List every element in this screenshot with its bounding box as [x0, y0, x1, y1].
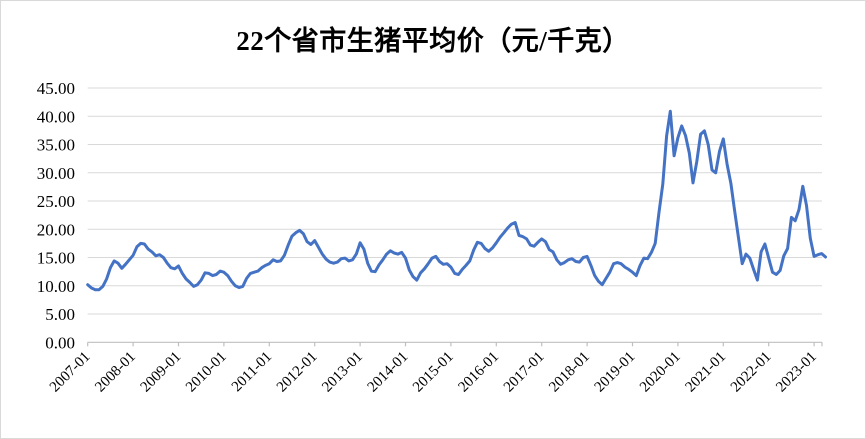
x-tick-label: 2021-01	[682, 349, 729, 396]
x-tick-label: 2007-01	[47, 349, 94, 396]
y-tick-label: 15.00	[37, 249, 75, 268]
x-tick-label: 2010-01	[183, 349, 230, 396]
y-tick-label: 45.00	[37, 79, 75, 98]
x-tick-label: 2015-01	[410, 349, 457, 396]
x-tick-label: 2011-01	[229, 349, 275, 395]
y-tick-label: 0.00	[45, 333, 75, 352]
y-tick-label: 25.00	[37, 192, 75, 211]
x-tick-label: 2008-01	[92, 349, 139, 396]
y-tick-label: 10.00	[37, 277, 75, 296]
y-tick-label: 40.00	[37, 107, 75, 126]
x-tick-label: 2022-01	[728, 349, 775, 396]
x-tick-label: 2013-01	[319, 349, 366, 396]
x-tick-label: 2012-01	[274, 349, 321, 396]
chart-title: 22个省市生猪平均价（元/千克）	[236, 26, 630, 56]
x-tick-label: 2009-01	[138, 349, 185, 396]
x-tick-label: 2017-01	[501, 349, 548, 396]
y-tick-label: 5.00	[45, 305, 75, 324]
y-tick-label: 30.00	[37, 164, 75, 183]
x-tick-label: 2014-01	[365, 349, 412, 396]
x-tick-label: 2018-01	[546, 349, 593, 396]
x-tick-label: 2019-01	[592, 349, 639, 396]
x-tick-label: 2023-01	[773, 349, 820, 396]
price-line	[86, 109, 827, 292]
y-tick-label: 20.00	[37, 220, 75, 239]
x-tick-label: 2020-01	[637, 349, 684, 396]
y-tick-label: 35.00	[37, 136, 75, 155]
x-tick-label: 2016-01	[455, 349, 502, 396]
